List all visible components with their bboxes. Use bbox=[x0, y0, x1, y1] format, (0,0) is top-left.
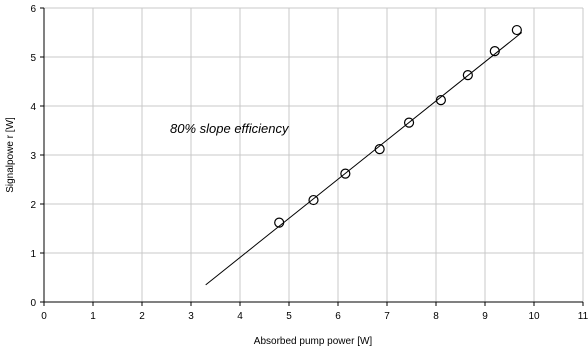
y-axis-title: Signalpowe r [W] bbox=[5, 117, 16, 193]
x-axis-title: Absorbed pump power [W] bbox=[254, 336, 373, 347]
data-point bbox=[374, 144, 385, 155]
x-tick-label: 4 bbox=[237, 311, 243, 322]
tick-labels-layer: 0 1 2 3 4 5 6 7 8 9 10 11 0 1 2 3 4 5 6 bbox=[30, 4, 588, 322]
x-tick-label: 5 bbox=[286, 311, 292, 322]
data-point bbox=[308, 194, 319, 206]
data-point bbox=[462, 70, 473, 81]
slope-efficiency-annotation: 80% slope efficiency bbox=[170, 121, 290, 136]
data-point bbox=[489, 46, 500, 57]
x-tick-label: 11 bbox=[578, 311, 588, 322]
data-point bbox=[435, 95, 446, 106]
axes-layer bbox=[40, 7, 584, 306]
data-points-layer bbox=[274, 24, 522, 228]
x-tick-label: 3 bbox=[188, 311, 194, 322]
y-tick-label: 1 bbox=[30, 249, 36, 260]
y-tick-label: 4 bbox=[30, 102, 36, 113]
x-tick-label: 6 bbox=[335, 311, 341, 322]
x-tick-label: 1 bbox=[90, 311, 96, 322]
data-point bbox=[274, 217, 285, 228]
y-tick-label: 6 bbox=[30, 4, 36, 15]
y-tick-label: 0 bbox=[30, 298, 36, 309]
x-tick-label: 0 bbox=[41, 311, 47, 322]
x-tick-label: 8 bbox=[433, 311, 439, 322]
y-tick-label: 5 bbox=[30, 53, 36, 64]
x-tick-label: 7 bbox=[384, 311, 390, 322]
x-tick-label: 9 bbox=[482, 311, 488, 322]
fit-line bbox=[205, 32, 523, 286]
data-point bbox=[511, 24, 522, 36]
data-point bbox=[403, 117, 415, 128]
x-tick-label: 10 bbox=[528, 311, 540, 322]
y-tick-label: 2 bbox=[30, 200, 36, 211]
y-tick-label: 3 bbox=[30, 151, 36, 162]
fit-line-layer bbox=[205, 32, 523, 286]
grid-layer bbox=[43, 7, 584, 303]
data-point bbox=[340, 168, 351, 179]
x-tick-label: 2 bbox=[139, 311, 145, 322]
